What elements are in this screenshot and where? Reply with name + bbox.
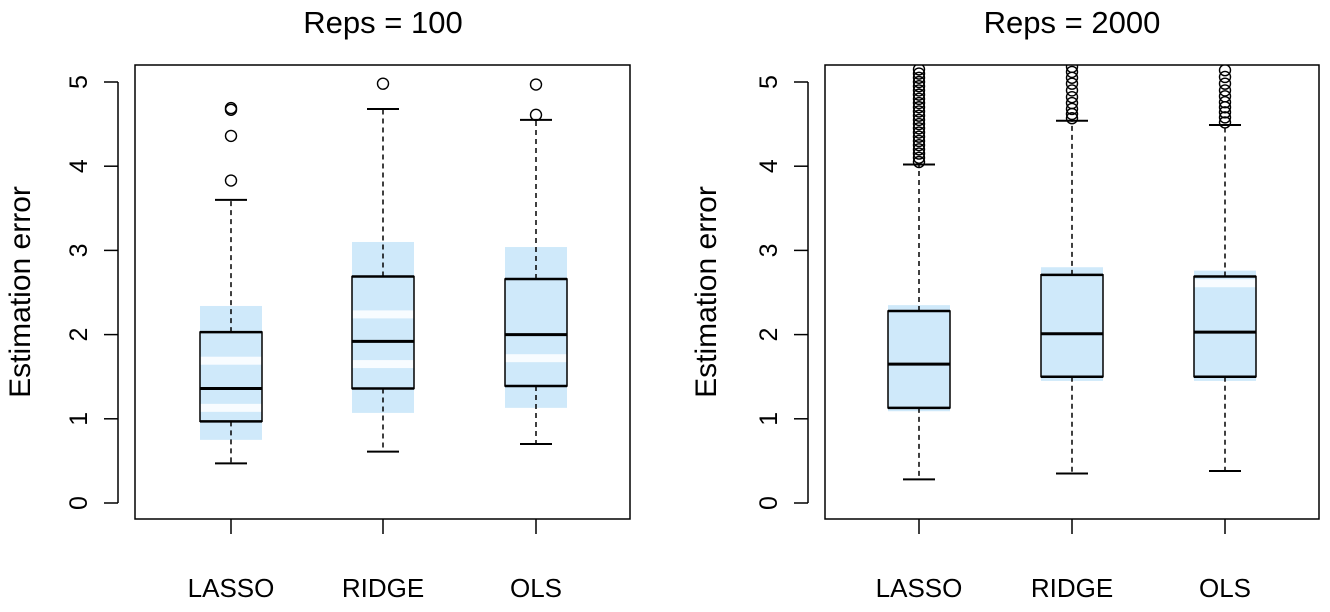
outlier-point	[1065, 65, 1079, 74]
x-category-label: RIDGE	[1031, 573, 1113, 603]
panel-title: Reps = 2000	[984, 5, 1161, 40]
outlier-point	[912, 101, 926, 114]
ci-band	[200, 305, 262, 440]
y-tick-label: 0	[755, 496, 783, 510]
outlier-point	[912, 67, 926, 80]
box-ols	[1193, 65, 1257, 473]
outlier-point	[1065, 77, 1079, 90]
outlier-point	[912, 75, 926, 89]
y-tick-label: 2	[65, 328, 93, 342]
outlier-point	[912, 113, 926, 127]
box-ols	[504, 78, 568, 446]
outlier-point	[224, 129, 238, 143]
ci-band-gap	[352, 310, 414, 319]
ci-band-gap	[1194, 279, 1256, 288]
box-lasso	[887, 65, 951, 481]
x-category-label: LASSO	[876, 573, 963, 603]
outlier-point	[1218, 65, 1232, 77]
outlier-point	[912, 138, 926, 152]
plot-area	[199, 77, 568, 465]
y-tick-label: 1	[755, 412, 783, 426]
y-axis-label: Estimation error	[4, 186, 37, 398]
outlier-point	[912, 151, 926, 164]
outlier-point	[912, 84, 926, 97]
y-tick-label: 2	[755, 328, 783, 342]
outlier-point	[1065, 65, 1079, 79]
outlier-point	[912, 88, 926, 101]
x-category-label: LASSO	[188, 573, 275, 603]
ci-band-gap	[200, 356, 262, 365]
y-tick-label: 4	[755, 159, 783, 173]
outlier-point	[224, 101, 238, 115]
outlier-point	[912, 96, 926, 110]
outlier-point	[912, 134, 926, 148]
outlier-point	[1218, 116, 1232, 129]
outlier-point	[912, 126, 926, 139]
ci-band	[1194, 270, 1256, 381]
x-category-label: OLS	[510, 573, 562, 603]
ci-band	[888, 305, 950, 412]
x-category-label: OLS	[1199, 573, 1251, 603]
outlier-point	[224, 174, 238, 187]
outlier-point	[912, 143, 926, 156]
outlier-point	[912, 92, 926, 106]
outlier-point	[1218, 111, 1232, 124]
y-tick-label: 5	[755, 75, 783, 89]
y-tick-label: 4	[65, 159, 93, 173]
outlier-point	[1218, 70, 1232, 84]
ci-band-gap	[352, 360, 414, 369]
panel-title: Reps = 100	[303, 5, 462, 40]
outlier-point	[1065, 90, 1079, 104]
ci-band-gap	[200, 403, 262, 412]
y-tick-label: 5	[65, 75, 93, 89]
ci-band	[352, 241, 414, 413]
y-tick-label: 1	[65, 412, 93, 426]
y-tick-label: 3	[65, 243, 93, 257]
outlier-point	[1218, 96, 1232, 109]
outlier-point	[912, 130, 926, 143]
outlier-point	[1065, 84, 1079, 97]
y-tick-label: 0	[65, 496, 93, 510]
outlier-point	[912, 109, 926, 122]
outlier-point	[529, 78, 543, 91]
outlier-point	[1218, 106, 1232, 119]
x-category-label: RIDGE	[342, 573, 424, 603]
ci-band	[1041, 267, 1103, 381]
box-ridge	[351, 77, 415, 453]
ci-band-gap	[505, 354, 567, 363]
plot-area	[887, 65, 1257, 481]
y-tick-label: 3	[755, 243, 783, 257]
outlier-point	[1065, 96, 1079, 110]
y-axis-label: Estimation error	[690, 186, 723, 398]
panel-1: Reps = 100 Estimation error 0 1 2 3 4 5 LASSO RID…	[4, 5, 631, 603]
outlier-point	[1218, 90, 1232, 103]
outlier-point	[912, 147, 926, 160]
outlier-point	[912, 155, 926, 169]
outlier-point	[1218, 84, 1232, 97]
outlier-point	[912, 117, 926, 131]
panel-2: Reps = 2000 Estimation error 0 1 2 3 4 5 LASSO RI…	[690, 5, 1320, 603]
outlier-point	[376, 77, 390, 90]
outlier-point	[912, 71, 926, 84]
outlier-point	[912, 105, 926, 118]
box-ridge	[1040, 65, 1104, 475]
box-lasso	[199, 101, 263, 465]
outlier-point	[1065, 102, 1079, 116]
outlier-point	[1065, 112, 1079, 125]
outlier-point	[912, 65, 926, 76]
outlier-point	[912, 80, 926, 93]
outlier-point	[1218, 77, 1232, 90]
ci-band	[505, 247, 567, 408]
outlier-point	[912, 122, 926, 135]
outlier-point	[529, 108, 543, 122]
